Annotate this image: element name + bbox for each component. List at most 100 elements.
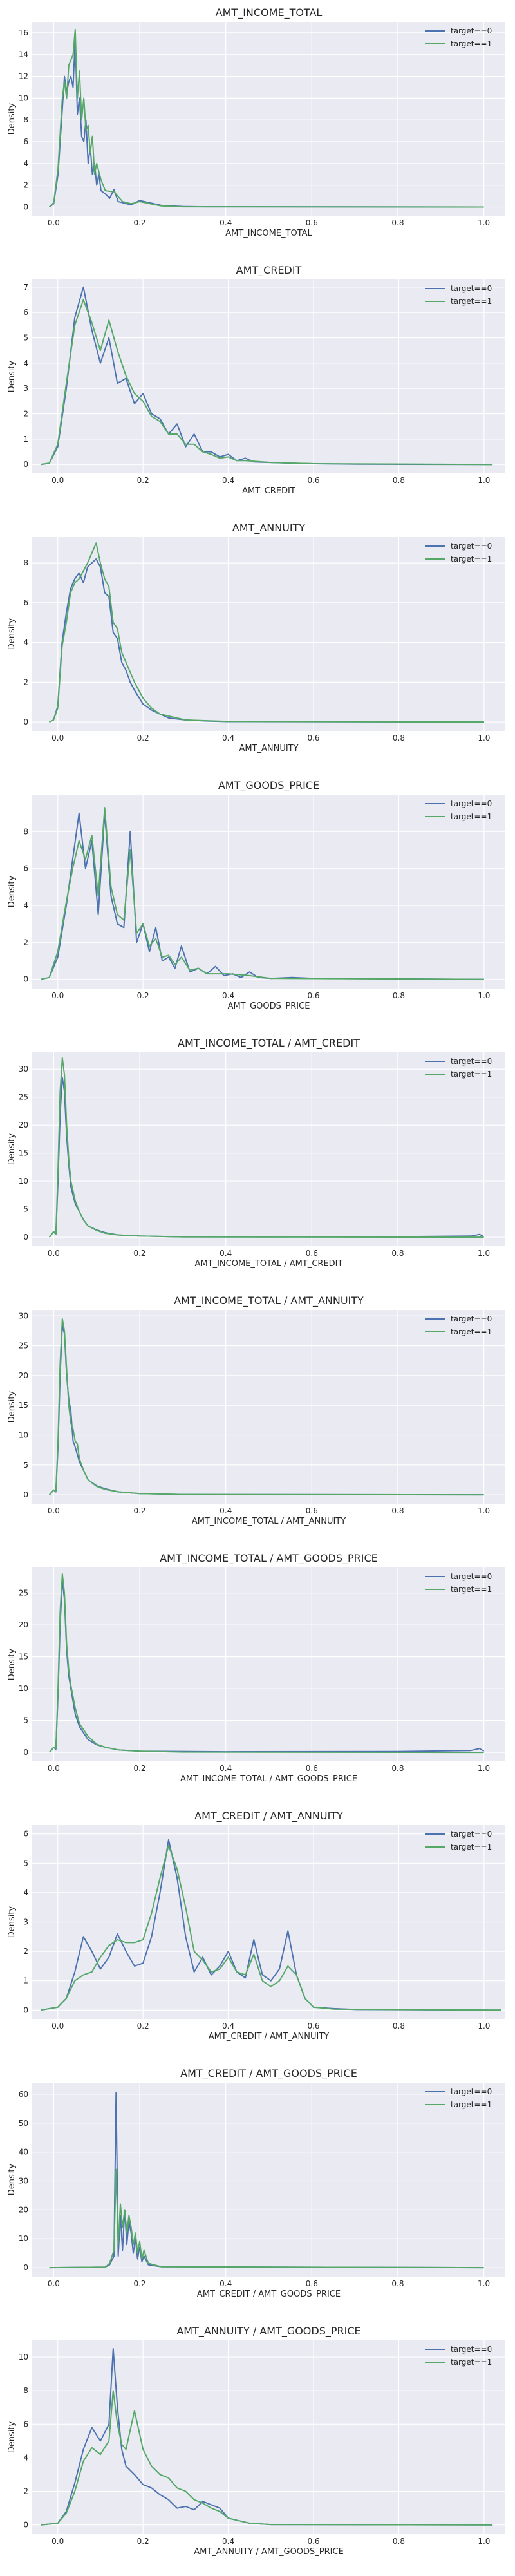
x-tick-label: 0.6 <box>306 1764 318 1773</box>
x-tick-label: 0.8 <box>393 476 405 485</box>
chart-title: AMT_INCOME_TOTAL / AMT_CREDIT <box>178 1037 360 1050</box>
x-axis-label: AMT_ANNUITY <box>239 744 298 753</box>
x-tick-label: 0.6 <box>307 2022 319 2031</box>
legend-label: target==0 <box>451 2087 492 2096</box>
x-tick-label: 0.2 <box>133 1249 145 1258</box>
y-tick-label: 4 <box>23 901 28 910</box>
y-axis-label: Density <box>7 1133 17 1165</box>
series-line-target==1 <box>48 1573 484 1754</box>
x-tick-label: 1.0 <box>478 476 490 485</box>
chart-panel: AMT_INCOME_TOTAL 0.0 0.2 0.4 0.6 0.8 1.0 0 2 4 6 8 1… <box>7 6 505 238</box>
series-line-target==1 <box>41 1844 501 2011</box>
x-tick-label: 0.2 <box>137 2022 149 2031</box>
chart-title: AMT_INCOME_TOTAL <box>216 6 323 19</box>
chart-panel: AMT_ANNUITY 0.0 0.2 0.4 0.6 0.8 1.0 0 2 4 6 8 AMT_AN… <box>7 522 505 753</box>
y-tick-label: 5 <box>23 1461 28 1470</box>
y-axis-label: Density <box>7 1390 17 1423</box>
x-axis-label: AMT_CREDIT / AMT_ANNUITY <box>209 2032 329 2041</box>
y-tick-label: 2 <box>23 938 28 947</box>
y-tick-label: 6 <box>23 1830 28 1839</box>
x-tick-label: 0.0 <box>48 1506 60 1515</box>
chart-title: AMT_CREDIT / AMT_GOODS_PRICE <box>180 2067 357 2080</box>
series-line-target==1 <box>41 2390 493 2526</box>
series-group <box>41 286 493 466</box>
x-axis-label: AMT_INCOME_TOTAL <box>225 229 312 238</box>
x-tick-label: 1.0 <box>478 2279 490 2288</box>
plot-area <box>32 1052 505 1246</box>
y-tick-label: 25 <box>19 1589 28 1598</box>
x-axis-label: AMT_GOODS_PRICE <box>228 1001 310 1011</box>
chart-title: AMT_GOODS_PRICE <box>218 779 319 792</box>
y-tick-label: 1 <box>23 1976 28 1985</box>
y-tick-label: 10 <box>19 1177 28 1186</box>
plot-area <box>32 2340 505 2534</box>
y-tick-label: 8 <box>23 2386 28 2395</box>
y-tick-label: 50 <box>19 2119 28 2128</box>
x-tick-label: 0.2 <box>137 734 149 743</box>
series-line-target==0 <box>41 1839 501 2011</box>
y-axis-label: Density <box>7 102 17 135</box>
x-tick-label: 1.0 <box>478 1506 490 1515</box>
y-tick-label: 4 <box>23 1888 28 1897</box>
x-tick-label: 0.2 <box>133 1764 145 1773</box>
y-tick-label: 0 <box>23 2005 28 2014</box>
y-tick-label: 60 <box>19 2090 28 2099</box>
x-tick-label: 0.8 <box>391 1249 404 1258</box>
chart-title: AMT_CREDIT / AMT_ANNUITY <box>194 1810 343 1823</box>
x-tick-label: 0.4 <box>222 734 234 743</box>
legend-label: target==1 <box>451 39 492 48</box>
y-tick-label: 3 <box>23 1918 28 1927</box>
x-axis-label: AMT_CREDIT / AMT_GOODS_PRICE <box>197 2289 341 2299</box>
x-tick-label: 0.6 <box>307 476 319 485</box>
x-tick-label: 0.6 <box>306 1249 318 1258</box>
y-tick-label: 6 <box>23 308 28 317</box>
x-tick-label: 0.2 <box>133 2279 145 2288</box>
x-tick-label: 0.4 <box>222 2537 234 2546</box>
y-tick-label: 40 <box>19 2148 28 2157</box>
y-tick-label: 5 <box>23 1205 28 1214</box>
x-tick-label: 1.0 <box>478 991 490 1000</box>
y-tick-label: 3 <box>23 384 28 393</box>
legend-label: target==0 <box>451 542 492 551</box>
x-tick-label: 0.8 <box>393 2537 405 2546</box>
chart-panel: AMT_INCOME_TOTAL / AMT_GOODS_PRICE 0.0 0.2… <box>7 1552 505 1784</box>
series-group <box>48 1573 485 1754</box>
y-tick-label: 5 <box>23 333 28 342</box>
series-group <box>49 542 484 723</box>
series-line-target==1 <box>48 1057 484 1238</box>
series-line-target==1 <box>40 807 484 980</box>
x-axis-label: AMT_ANNUITY / AMT_GOODS_PRICE <box>194 2547 344 2557</box>
y-tick-label: 20 <box>19 1121 28 1130</box>
legend-label: target==1 <box>451 1070 492 1079</box>
x-tick-label: 0.0 <box>52 2537 64 2546</box>
x-axis-label: AMT_INCOME_TOTAL / AMT_ANNUITY <box>192 1517 346 1526</box>
series-line-target==0 <box>41 2348 493 2526</box>
y-tick-label: 15 <box>19 1401 28 1410</box>
chart-panel: AMT_ANNUITY / AMT_GOODS_PRICE 0.0 0.2 0.4 0.… <box>7 2325 505 2557</box>
y-tick-label: 0 <box>23 1233 28 1242</box>
x-tick-label: 0.2 <box>137 476 149 485</box>
series-group <box>41 2348 493 2526</box>
y-axis-label: Density <box>7 875 17 907</box>
y-tick-label: 30 <box>19 1065 28 1074</box>
y-tick-label: 6 <box>23 864 28 873</box>
series-group <box>48 1057 485 1238</box>
x-tick-label: 0.0 <box>52 2022 64 2031</box>
chart-title: AMT_CREDIT <box>236 264 302 277</box>
y-tick-label: 20 <box>19 1620 28 1629</box>
y-tick-label: 0 <box>23 202 28 211</box>
x-tick-label: 0.8 <box>391 218 404 227</box>
x-tick-label: 0.0 <box>52 734 64 743</box>
x-tick-label: 0.2 <box>137 991 149 1000</box>
legend-label: target==1 <box>451 812 492 821</box>
y-axis-label: Density <box>7 360 17 392</box>
x-tick-label: 0.0 <box>48 1249 60 1258</box>
x-tick-label: 0.2 <box>137 2537 149 2546</box>
series-group <box>48 1318 484 1496</box>
plot-area <box>32 2083 505 2277</box>
y-tick-label: 15 <box>19 1653 28 1662</box>
chart-title: AMT_ANNUITY <box>232 522 306 535</box>
y-tick-label: 15 <box>19 1149 28 1158</box>
x-tick-label: 1.0 <box>478 734 490 743</box>
